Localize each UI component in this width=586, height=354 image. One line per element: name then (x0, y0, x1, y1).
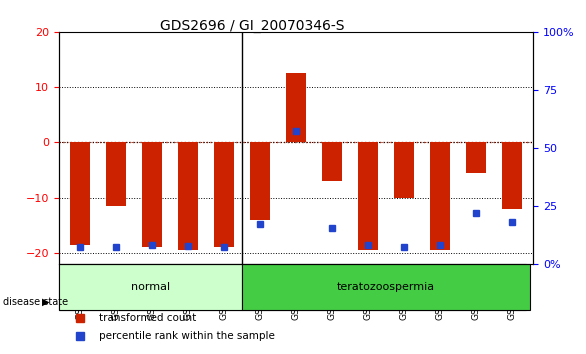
Bar (466, 142, 486, 173)
Bar (142, 142, 162, 247)
Text: GDS2696 / GI_20070346-S: GDS2696 / GI_20070346-S (160, 19, 344, 34)
Bar (214, 142, 234, 247)
Bar (178, 142, 198, 250)
Text: normal: normal (131, 282, 170, 292)
Bar (502, 142, 522, 209)
Bar (322, 142, 342, 181)
Bar (394, 142, 414, 198)
Text: percentile rank within the sample: percentile rank within the sample (99, 331, 275, 341)
Bar (70, 142, 90, 245)
Bar (242, 264, 530, 310)
Bar (250, 142, 270, 220)
Text: teratozoospermia: teratozoospermia (337, 282, 435, 292)
Text: disease state: disease state (3, 297, 68, 307)
Bar (430, 142, 449, 250)
Bar (286, 73, 306, 142)
Bar (59, 264, 242, 310)
Text: transformed count: transformed count (99, 313, 196, 323)
Bar (358, 142, 378, 250)
Text: ▶: ▶ (42, 297, 50, 307)
Bar (106, 142, 126, 206)
